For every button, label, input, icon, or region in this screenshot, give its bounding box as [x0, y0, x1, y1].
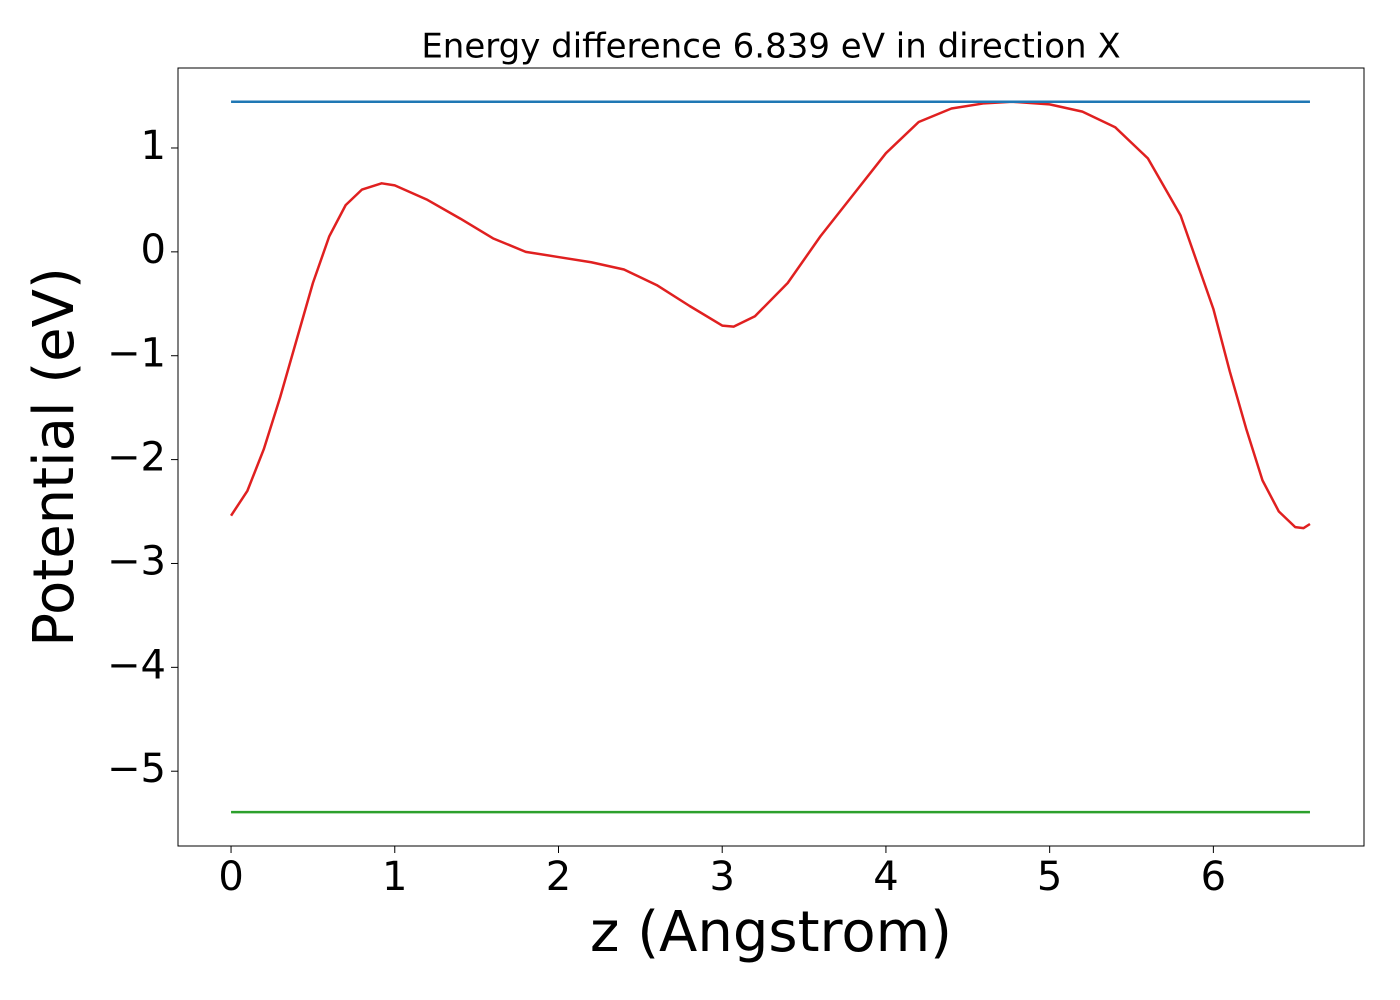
x-tick-label: 6 — [1201, 854, 1226, 900]
y-tick-label: 0 — [141, 227, 166, 273]
series-line — [230, 100, 1311, 530]
x-tick-label: 0 — [218, 854, 243, 900]
x-tick-label: 5 — [1037, 854, 1062, 900]
x-tick-label: 3 — [709, 854, 734, 900]
x-tick-label: 1 — [382, 854, 407, 900]
y-tick-label: 1 — [141, 123, 166, 169]
y-tick-label: −2 — [107, 435, 166, 481]
chart-title: Energy difference 6.839 eV in direction … — [421, 27, 1120, 67]
y-axis-label: Potential (eV) — [22, 267, 87, 647]
x-tick-label: 2 — [546, 854, 571, 900]
y-tick-label: −3 — [107, 538, 166, 584]
x-tick-label: 4 — [873, 854, 898, 900]
plot-frame — [177, 67, 1365, 847]
y-tick-label: −5 — [107, 746, 166, 792]
y-tick-label: −1 — [107, 331, 166, 377]
y-tick-label: −4 — [107, 642, 166, 688]
x-axis-label: z (Angstrom) — [590, 900, 952, 965]
